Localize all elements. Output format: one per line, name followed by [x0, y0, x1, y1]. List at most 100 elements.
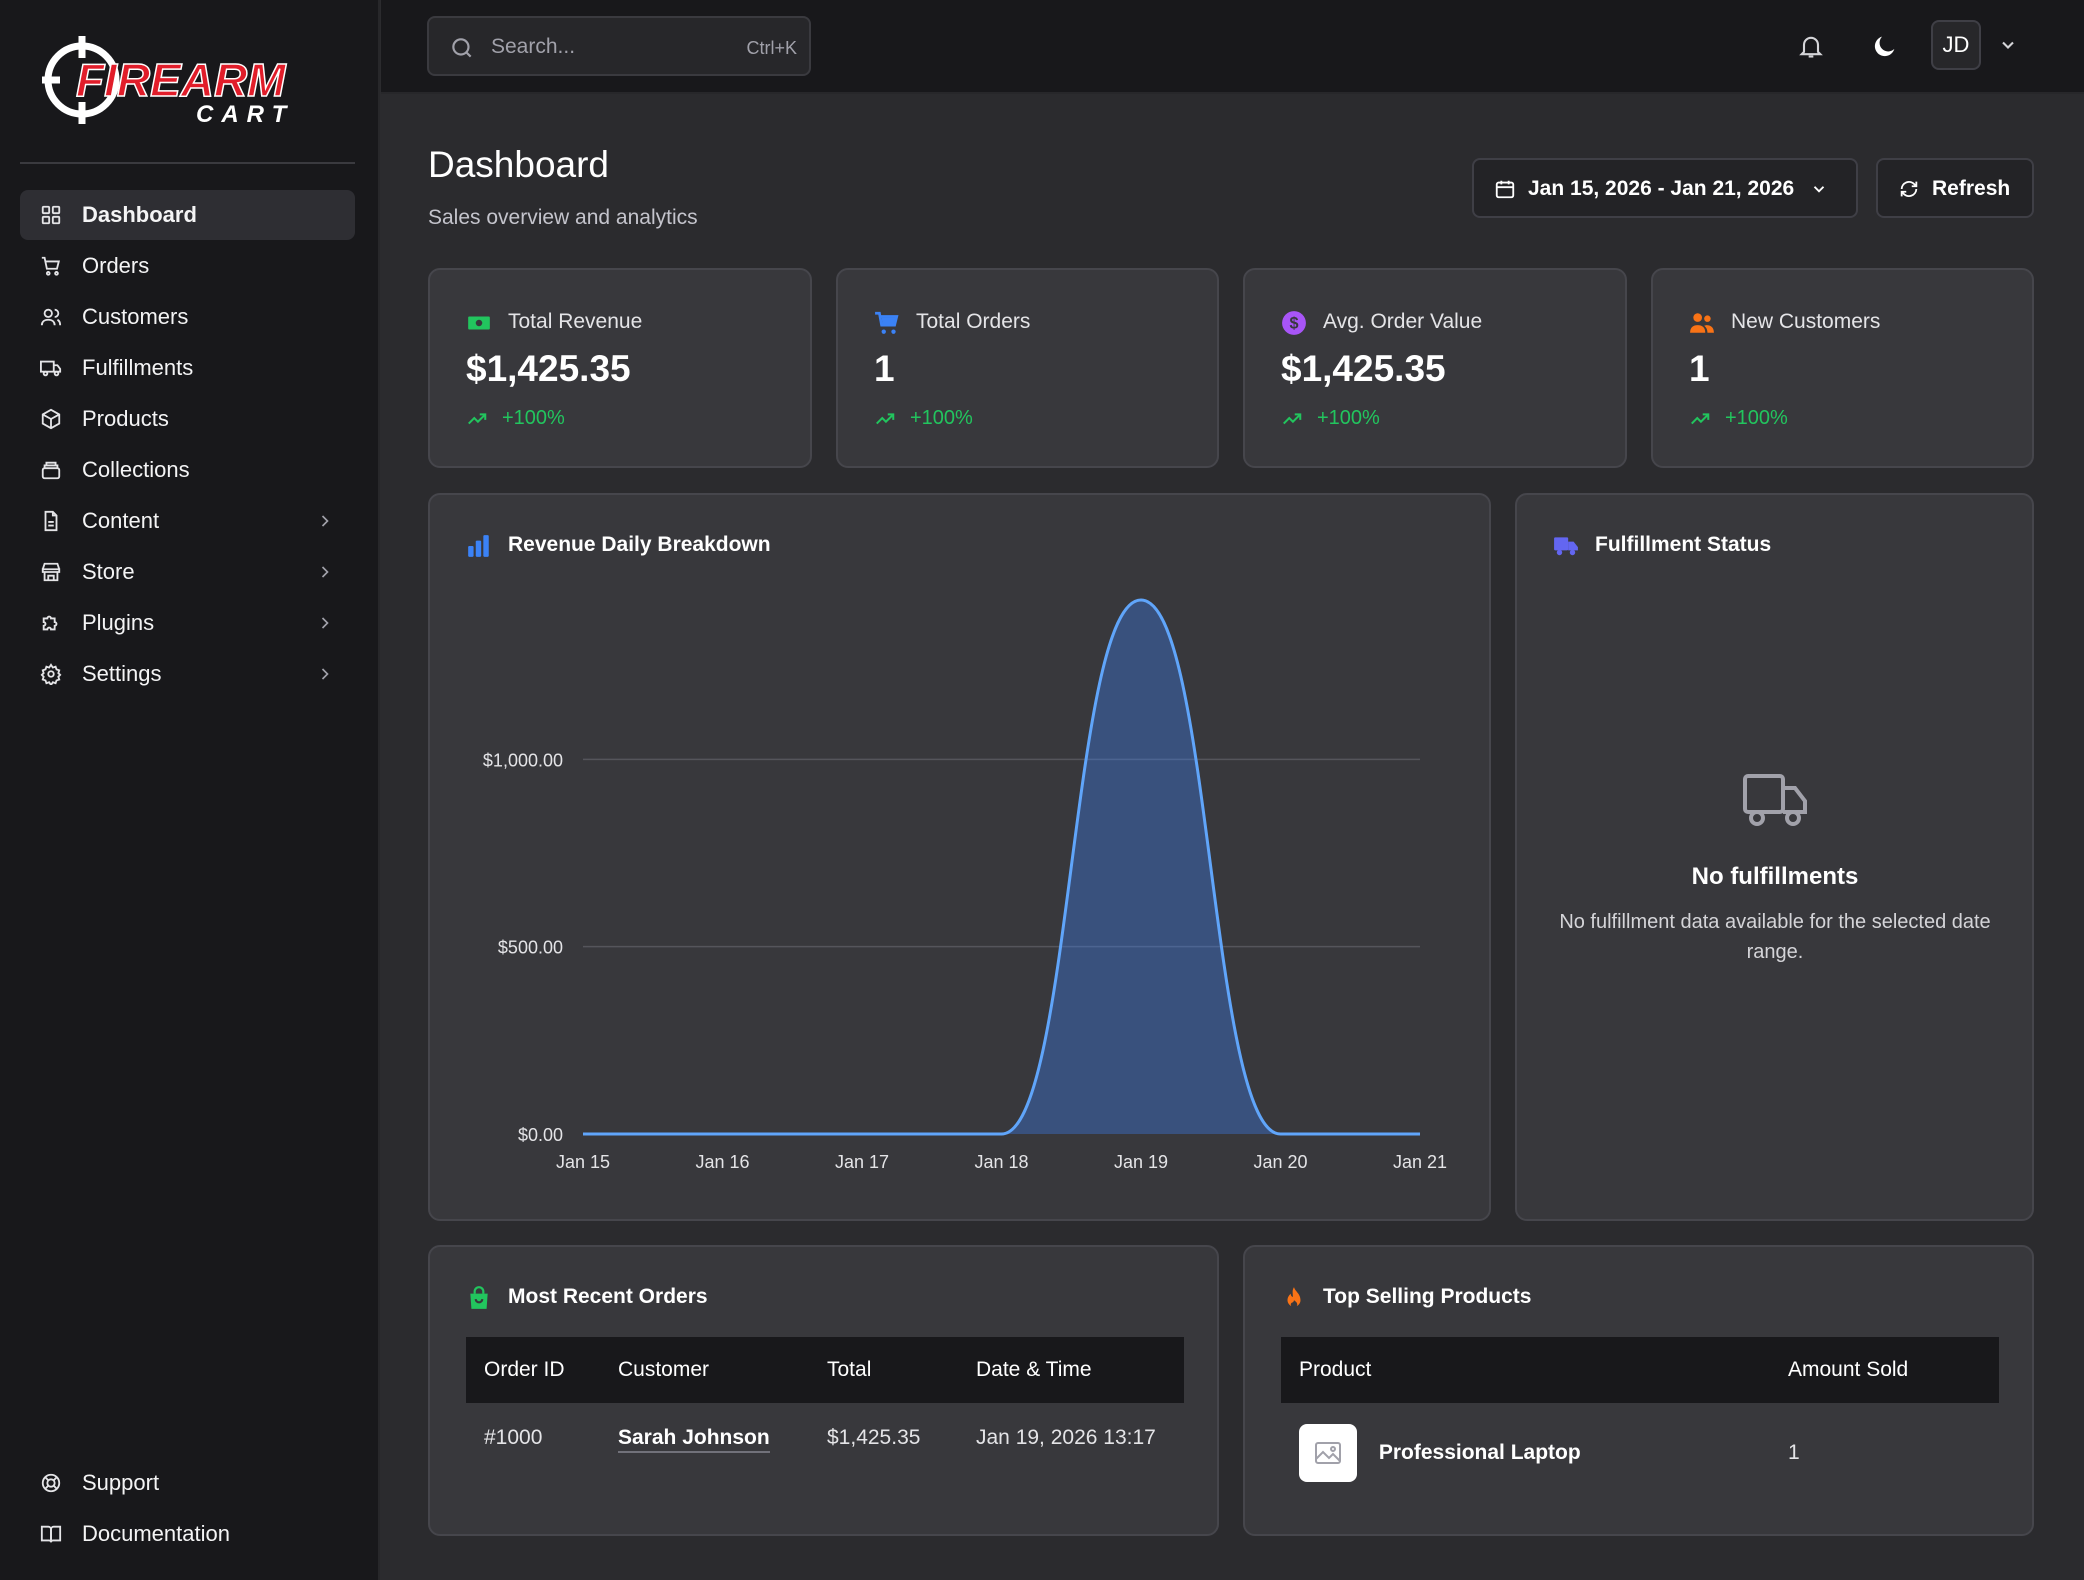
- x-tick-label: Jan 21: [1393, 1152, 1447, 1172]
- area-fill: [583, 600, 1420, 1134]
- nav-item-store[interactable]: Store: [20, 547, 355, 597]
- stat-value: $1,425.35: [466, 348, 631, 389]
- nav-item-dashboard[interactable]: Dashboard: [20, 190, 355, 240]
- table-row[interactable]: Professional Laptop 1: [1281, 1403, 1999, 1503]
- nav-item-documentation[interactable]: Documentation: [20, 1509, 355, 1559]
- revenue-area-chart: $0.00 $500.00 $1,000.00 Jan 15 Jan 16 Jan 17 J…: [483, 598, 1447, 1172]
- chevron-right-icon: [321, 617, 329, 629]
- product-cell: Professional Laptop: [1281, 1403, 1770, 1503]
- recent-orders-card: Most Recent Orders Order ID Customer Tot…: [428, 1245, 1219, 1536]
- nav-item-settings[interactable]: Settings: [20, 649, 355, 699]
- search-placeholder: Search...: [491, 35, 576, 58]
- page-title: Dashboard: [428, 144, 610, 185]
- nav-label: Content: [82, 508, 160, 533]
- customer-link[interactable]: Sarah Johnson: [618, 1426, 770, 1453]
- series-line: [582, 598, 1420, 1136]
- avatar[interactable]: JD: [1931, 20, 1981, 70]
- svg-text:$: $: [1289, 314, 1298, 332]
- table-header-row: Order ID Customer Total Date & Time: [466, 1337, 1184, 1403]
- card-title: Fulfillment Status: [1595, 533, 1772, 556]
- moon-icon[interactable]: [1871, 32, 1899, 60]
- chevron-right-icon: [321, 566, 329, 578]
- column-header[interactable]: Order ID: [484, 1358, 565, 1381]
- nav-item-fulfillments[interactable]: Fulfillments: [20, 343, 355, 393]
- bottom-nav: Support Documentation: [20, 1458, 355, 1560]
- sidebar: FIREARM CART Dashboard Orders Customers …: [0, 0, 380, 1580]
- nav-item-plugins[interactable]: Plugins: [20, 598, 355, 648]
- chevron-down-icon[interactable]: [1998, 35, 2018, 55]
- column-header[interactable]: Date & Time: [976, 1358, 1092, 1381]
- product-thumbnail: [1299, 1424, 1357, 1482]
- nav-item-content[interactable]: Content: [20, 496, 355, 546]
- x-tick-label: Jan 19: [1114, 1152, 1168, 1172]
- nav-item-products[interactable]: Products: [20, 394, 355, 444]
- date-range-picker[interactable]: Jan 15, 2026 - Jan 21, 2026: [1472, 158, 1858, 218]
- cart-icon: [875, 311, 899, 334]
- nav-item-collections[interactable]: Collections: [20, 445, 355, 495]
- x-tick-label: Jan 18: [974, 1152, 1028, 1172]
- shopping-bag-icon: [470, 1286, 488, 1309]
- nav-label: Fulfillments: [82, 355, 194, 380]
- y-tick-label: $0.00: [518, 1125, 563, 1145]
- search-input[interactable]: Search... Ctrl+K: [427, 16, 811, 76]
- page-subtitle: Sales overview and analytics: [428, 206, 698, 229]
- cart-icon: [41, 256, 60, 276]
- table-header-row: Product Amount Sold: [1281, 1337, 1999, 1403]
- recent-orders-table: Order ID Customer Total Date & Time #100…: [466, 1337, 1184, 1473]
- nav-item-customers[interactable]: Customers: [20, 292, 355, 342]
- top-products-card: Top Selling Products Product Amount Sold…: [1243, 1245, 2034, 1536]
- brand-logo[interactable]: FIREARM CART: [40, 30, 340, 130]
- trend-up-icon: [468, 413, 487, 425]
- grid-icon: [41, 205, 61, 225]
- customer-cell: Sarah Johnson: [600, 1403, 809, 1473]
- layers-icon: [41, 461, 61, 480]
- top-products-table: Product Amount Sold Professional Laptop …: [1281, 1337, 1999, 1503]
- product-name[interactable]: Professional Laptop: [1378, 1441, 1581, 1464]
- empty-state-title: No fulfillments: [1691, 863, 1859, 890]
- chevron-right-icon: [321, 668, 329, 680]
- flame-icon: [1287, 1287, 1301, 1308]
- table-row[interactable]: #1000 Sarah Johnson $1,425.35 Jan 19, 20…: [466, 1403, 1184, 1473]
- column-header[interactable]: Customer: [618, 1358, 710, 1381]
- brand-name: FIREARM: [76, 54, 287, 106]
- stat-card-total-orders: Total Orders 1 +100%: [836, 268, 1219, 468]
- truck-icon: [1743, 774, 1807, 826]
- order-date: Jan 19, 2026 13:17: [976, 1426, 1156, 1449]
- order-total: $1,425.35: [827, 1426, 921, 1449]
- calendar-icon: [1495, 180, 1515, 199]
- truck-icon: [1554, 537, 1578, 556]
- trend-up-icon: [1283, 413, 1302, 425]
- nav-label: Store: [82, 559, 135, 584]
- lifebuoy-icon: [41, 1473, 61, 1493]
- money-icon: [468, 316, 490, 330]
- column-header[interactable]: Amount Sold: [1788, 1358, 1909, 1381]
- x-tick-label: Jan 17: [835, 1152, 889, 1172]
- brand-sub: CART: [196, 101, 294, 128]
- bar-chart-icon: [468, 535, 489, 557]
- amount-sold: 1: [1788, 1441, 1800, 1464]
- nav-label: Products: [82, 406, 169, 431]
- users-icon: [40, 308, 62, 326]
- nav-item-support[interactable]: Support: [20, 1458, 355, 1508]
- nav-item-orders[interactable]: Orders: [20, 241, 355, 291]
- search-shortcut: Ctrl+K: [746, 38, 797, 58]
- column-header[interactable]: Total: [827, 1358, 872, 1381]
- puzzle-icon: [42, 615, 58, 631]
- trend-up-icon: [1691, 413, 1710, 425]
- x-tick-label: Jan 15: [556, 1152, 610, 1172]
- refresh-icon: [1900, 181, 1918, 197]
- book-icon: [40, 1525, 62, 1543]
- nav-label: Documentation: [82, 1521, 230, 1546]
- column-header[interactable]: Product: [1299, 1358, 1372, 1381]
- file-icon: [44, 510, 58, 532]
- stat-value: 1: [1689, 348, 1710, 389]
- stat-card-total-revenue: Total Revenue $1,425.35 +100%: [428, 268, 812, 468]
- y-tick-label: $500.00: [498, 938, 563, 958]
- gear-icon: [40, 663, 62, 685]
- stat-trend: +100%: [1725, 407, 1788, 429]
- bell-icon[interactable]: [1797, 32, 1825, 60]
- topbar: Search... Ctrl+K JD: [381, 0, 2084, 94]
- nav-label: Customers: [82, 304, 189, 329]
- refresh-button[interactable]: Refresh: [1876, 158, 2034, 218]
- revenue-chart-card: Revenue Daily Breakdown $0.00 $500.00 $1,0…: [428, 493, 1491, 1221]
